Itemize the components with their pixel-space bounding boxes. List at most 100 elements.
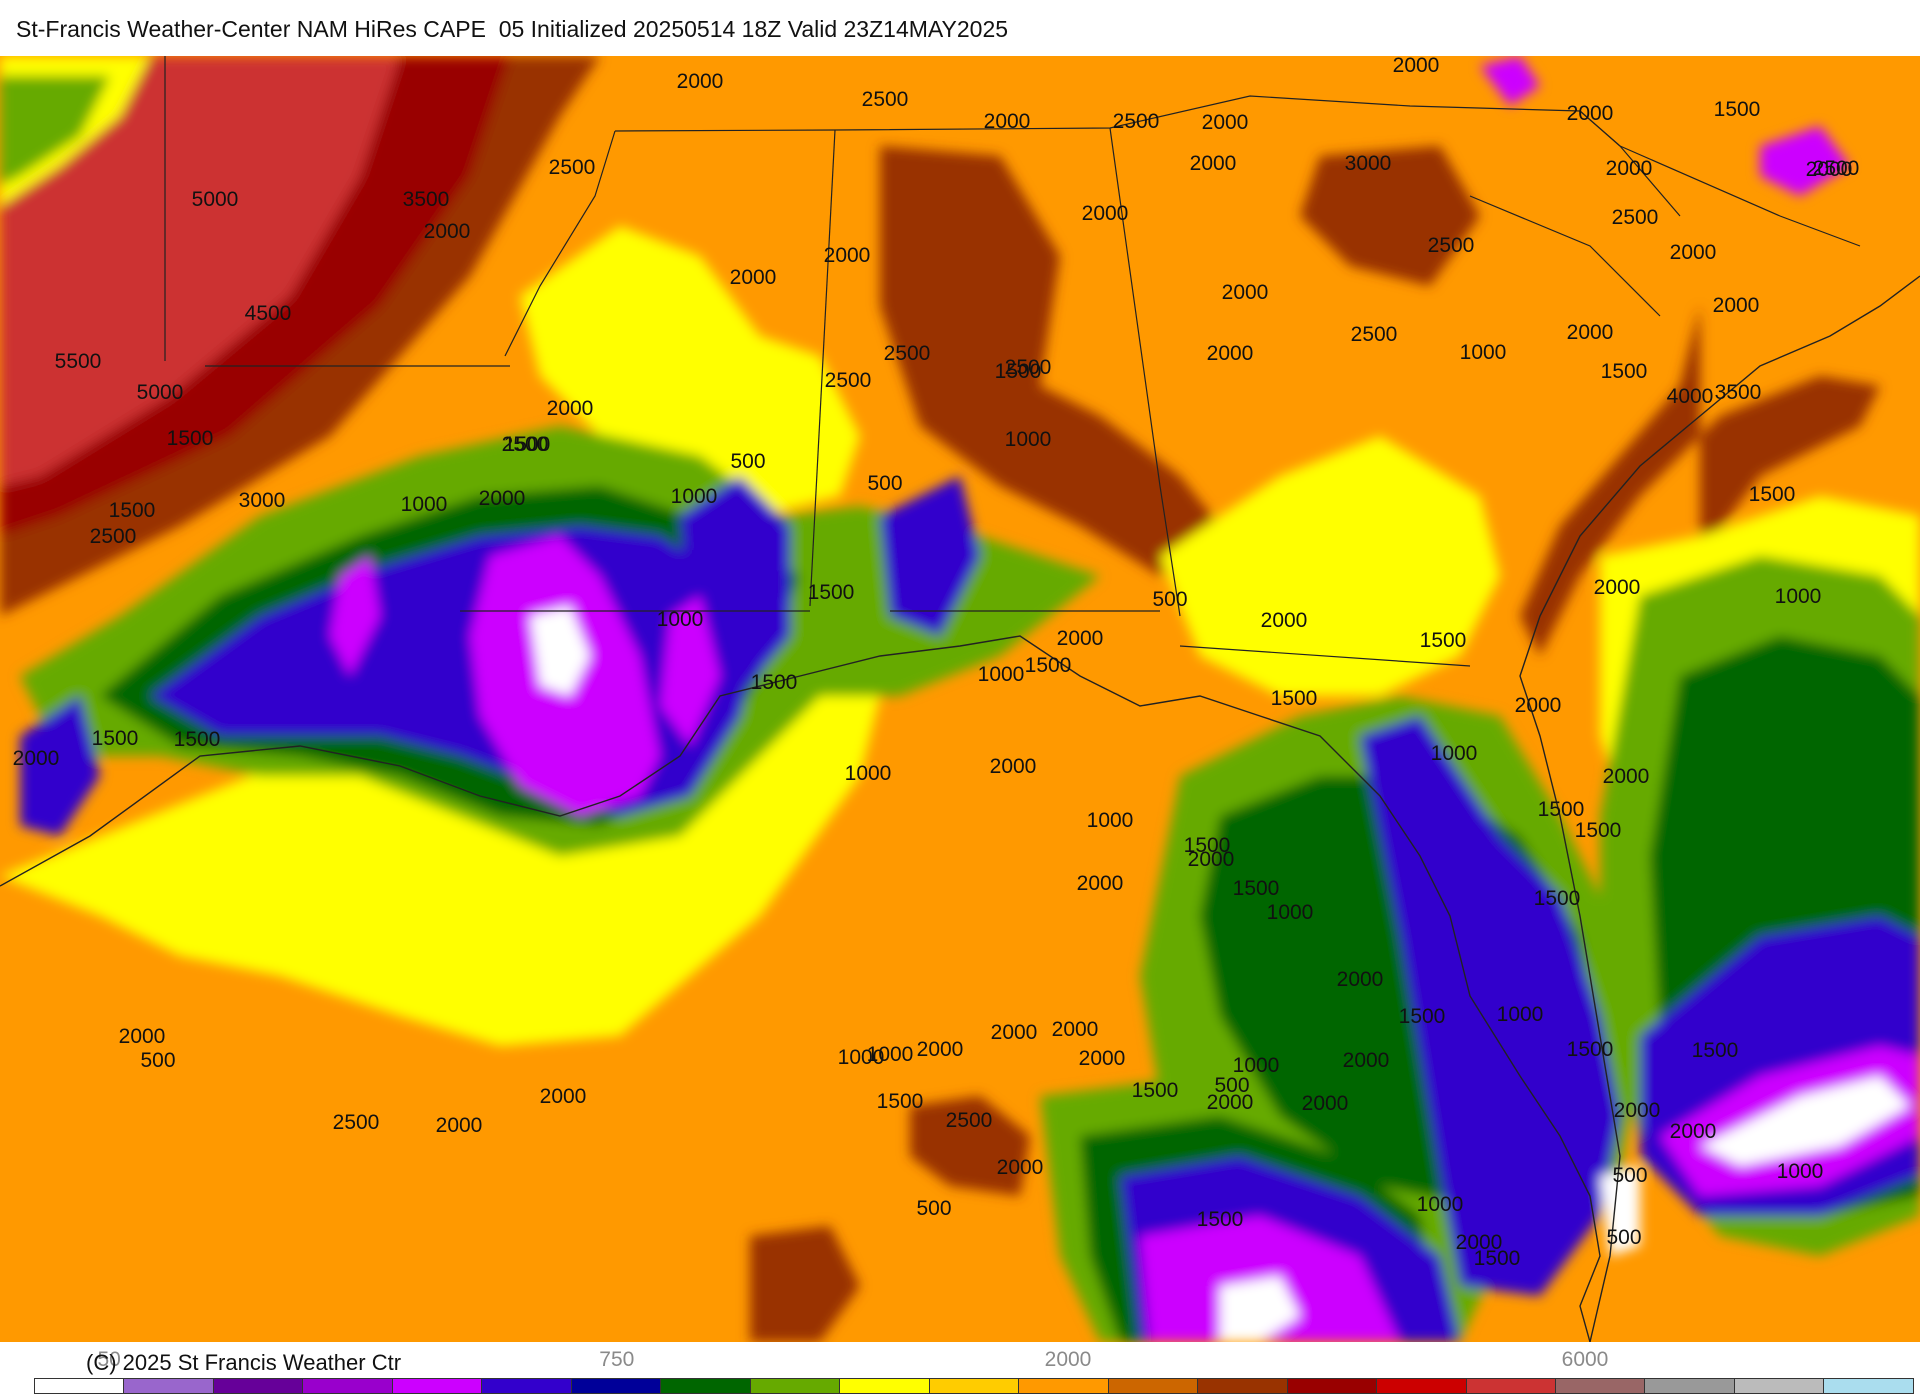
contour-label: 500 [916,1197,951,1220]
contour-label: 1000 [1460,341,1507,364]
contour-label: 2000 [1567,102,1614,125]
contour-label: 500 [140,1049,175,1072]
contour-label: 1500 [1233,877,1280,900]
contour-label: 3500 [1715,381,1762,404]
contour-label: 1500 [751,671,798,694]
contour-label: 4000 [1667,385,1714,408]
region-brown-central [880,146,1220,576]
contour-label: 1500 [1567,1038,1614,1061]
contour-label: 1000 [1431,742,1478,765]
boundary-line [809,129,836,607]
contour-label: 2000 [1603,765,1650,788]
region-purple-north [1480,56,1540,106]
contour-label: 2000 [1456,1231,1503,1254]
region-brown-south [750,1226,860,1342]
contour-label: 2000 [1052,1018,1099,1041]
contour-label: 2500 [1005,356,1052,379]
contour-label: 2000 [1077,872,1124,895]
region-white-south [1220,1276,1300,1342]
contour-label: 1500 [1534,887,1581,910]
contour-label: 500 [1152,588,1187,611]
contour-label: 1000 [845,762,892,785]
region-white-keys [1600,1166,1640,1256]
contour-label: 2000 [677,70,724,93]
state-boundaries [164,56,1861,667]
legend-tick-label: 750 [599,1348,635,1371]
region-yellow-gulf [0,616,900,1046]
contour-label: 1500 [1538,798,1585,821]
contour-label: 1500 [877,1090,924,1113]
contour-label: 2000 [1606,157,1653,180]
contour-label: 1500 [1575,819,1622,842]
contour-label: 2000 [1261,609,1308,632]
contour-label: 2000 [1302,1092,1349,1115]
contour-label: 1500 [167,427,214,450]
cape-shaded-regions [0,56,1920,1342]
contour-label: 500 [1606,1226,1641,1249]
boundary-line [1179,645,1471,667]
contour-label: 2000 [730,266,777,289]
contour-label: 2500 [1813,157,1860,180]
colorbar-swatch [213,1379,304,1393]
contour-label: 2000 [1079,1047,1126,1070]
contour-label: 2000 [917,1038,964,1061]
contour-label: 2000 [1713,294,1760,317]
legend: (C) 2025 St Francis Weather Ctr 50 750 200… [0,1342,1920,1400]
colorbar-swatch [124,1379,214,1393]
colorbar-swatch [1198,1379,1288,1393]
colorbar-swatch [1108,1379,1199,1393]
title-bar: St-Francis Weather-Center NAM HiRes CAPE… [0,0,1920,56]
contour-label: 2000 [824,244,871,267]
contour-label: 2000 [1082,202,1129,225]
contour-label: 2000 [1594,576,1641,599]
contour-label: 1000 [1775,585,1822,608]
contour-label: 1000 [978,663,1025,686]
legend-tick-label: 6000 [1561,1348,1609,1371]
colorbar-swatch [929,1379,1020,1393]
contour-label: 1000 [657,608,704,631]
colorbar-swatch [35,1379,125,1393]
contour-label: 500 [867,472,902,495]
contour-label: 500 [1214,1074,1249,1097]
contour-label: 3500 [403,188,450,211]
region-brown-gulf [910,1096,1030,1196]
region-yellow-southeast [1160,436,1500,696]
contour-label: 2500 [946,1109,993,1132]
colorbar-swatch [1287,1379,1378,1393]
region-blue-column2 [880,476,980,636]
copyright: (C) 2025 St Francis Weather Ctr [86,1350,402,1375]
contour-label: 1500 [1399,1005,1446,1028]
contour-label: 5000 [192,188,239,211]
contour-label: 1500 [109,499,156,522]
region-yellow-interior [520,226,860,516]
coastline [0,635,1601,1342]
contour-label: 1500 [1184,834,1231,857]
colorbar-swatch [840,1379,930,1393]
contour-label: 1000 [401,493,448,516]
contour-label: 1500 [1271,687,1318,710]
contour-label: 2000 [1806,158,1853,181]
contour-label: 1500 [174,728,221,751]
contour-label: 2500 [333,1111,380,1134]
contour-label: 2000 [1057,627,1104,650]
legend-tick-label: 50 [97,1348,121,1371]
contour-label: 5500 [55,350,102,373]
contour-label: 2000 [479,487,526,510]
region-brown-east-coast [1520,306,1880,656]
map-title: St-Francis Weather-Center NAM HiRes CAPE… [16,16,1009,42]
colorbar-swatch [392,1379,483,1393]
contour-label: 1000 [867,1043,914,1066]
boundary-line [1619,145,1861,247]
contour-label: 1500 [1714,98,1761,121]
coastline [1519,275,1920,1342]
contour-label: 2000 [984,110,1031,133]
contour-label: 2000 [997,1156,1044,1179]
colorbar-swatch [571,1379,662,1393]
contour-label: 1000 [1087,809,1134,832]
colorbar [34,1378,1914,1394]
colorbar-swatch [1377,1379,1467,1393]
contour-label: 1500 [504,433,551,456]
contour-label: 2000 [1337,968,1384,991]
contour-label: 1500 [1197,1208,1244,1231]
contour-label: 2500 [884,342,931,365]
